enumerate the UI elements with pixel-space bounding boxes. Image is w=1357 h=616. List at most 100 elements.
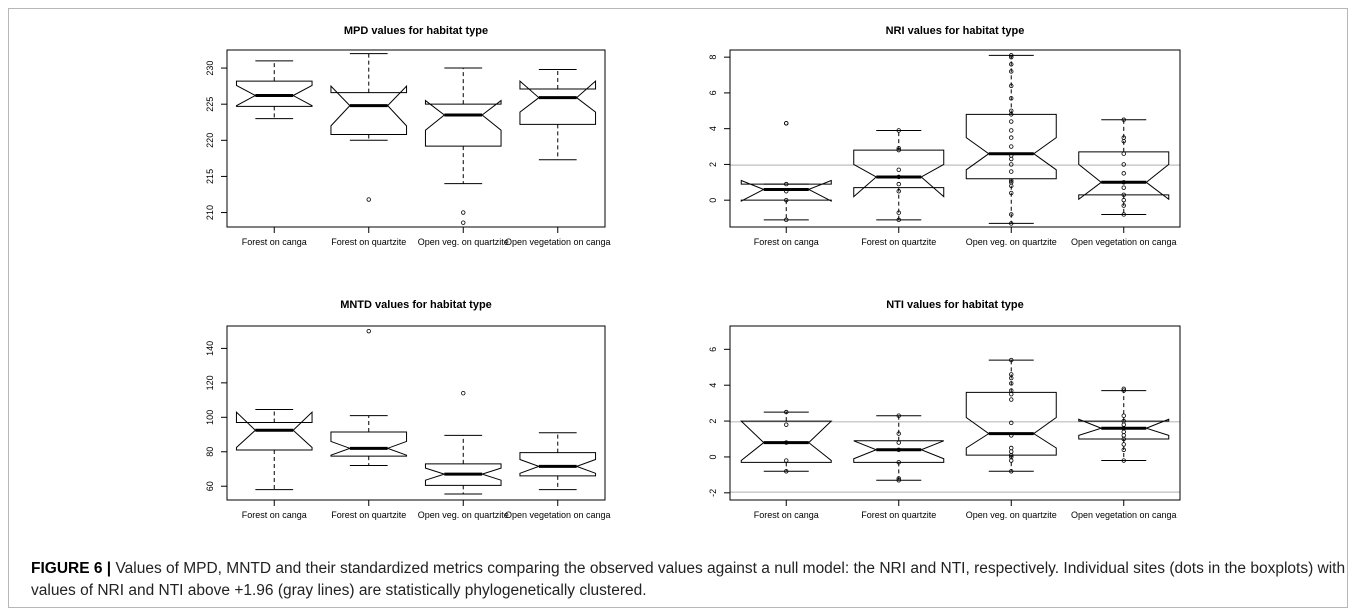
site-point (1121, 197, 1126, 203)
site-point (896, 189, 901, 194)
site-point (1009, 156, 1014, 162)
y-tick-label: 230 (205, 61, 215, 76)
site-point (1009, 180, 1014, 185)
y-tick-label: -2 (708, 489, 718, 497)
site-point (896, 447, 901, 452)
site-point (784, 189, 789, 194)
figure-caption-text: Values of MPD, MNTD and their standardiz… (31, 560, 1346, 599)
site-point (1121, 413, 1126, 418)
site-point (1009, 162, 1014, 167)
site-point (1009, 119, 1014, 124)
site-point (896, 174, 901, 180)
y-tick-label: 60 (205, 481, 215, 491)
site-point (896, 440, 901, 445)
outlier-point (366, 197, 371, 202)
box-body (235, 80, 313, 107)
site-point (1009, 469, 1014, 474)
y-tick-label: 210 (205, 205, 215, 220)
site-point (896, 147, 901, 153)
y-tick-label: 215 (205, 169, 215, 184)
y-tick-label: 2 (708, 419, 718, 424)
site-point (1009, 391, 1014, 397)
site-point (1009, 53, 1014, 58)
site-point (1009, 144, 1014, 149)
site-point (1121, 418, 1126, 424)
site-point (1121, 185, 1126, 190)
panel-title: MPD values for habitat type (344, 25, 488, 37)
site-point (1121, 386, 1126, 391)
site-point (784, 469, 789, 474)
site-point (1121, 442, 1126, 447)
x-tick-label: Open veg. on quartzite (966, 237, 1057, 247)
x-tick-label: Forest on quartzite (861, 510, 936, 520)
x-tick-label: Open veg. on quartzite (966, 510, 1057, 520)
y-tick-label: 6 (708, 347, 718, 352)
x-tick-label: Open vegetation on canga (1071, 510, 1177, 520)
box-body (519, 452, 597, 477)
box-body (740, 420, 833, 463)
site-point (896, 413, 901, 418)
site-point (1009, 135, 1014, 140)
box-body (740, 179, 832, 202)
site-point (784, 422, 789, 427)
site-point (784, 197, 789, 203)
box-body (1078, 151, 1170, 201)
box-body (424, 463, 502, 486)
site-point (1009, 372, 1014, 377)
site-point (1121, 180, 1126, 185)
site-point (1121, 192, 1126, 198)
site-point (784, 440, 789, 445)
site-point (1009, 221, 1014, 226)
panel-title: MNTD values for habitat type (340, 299, 492, 311)
site-point (1121, 203, 1126, 208)
figure-caption: FIGURE 6 | Values of MPD, MNTD and their… (31, 558, 1351, 602)
site-point (1121, 422, 1126, 427)
site-point (1009, 96, 1014, 101)
site-point (1009, 449, 1014, 454)
site-point (1009, 420, 1014, 426)
site-point (1121, 388, 1126, 393)
site-point (1009, 397, 1014, 402)
box-body (330, 84, 408, 136)
site-point (1009, 153, 1014, 158)
site-point (1121, 212, 1126, 217)
box-body (965, 391, 1057, 456)
box-body (853, 440, 945, 463)
outlier-point (366, 328, 371, 334)
site-point (1009, 190, 1014, 196)
site-point (1009, 54, 1014, 60)
outlier-point (461, 210, 466, 215)
x-tick-label: Forest on canga (754, 237, 819, 247)
plot-frame (226, 49, 606, 228)
figure-label: FIGURE 6 | (31, 560, 112, 577)
site-point (1121, 151, 1126, 156)
site-point (896, 210, 901, 215)
site-point (1009, 178, 1014, 183)
site-point (1009, 454, 1014, 460)
site-point (896, 431, 901, 436)
site-point (1121, 447, 1126, 452)
y-tick-label: 225 (205, 97, 215, 112)
site-point (1009, 128, 1014, 133)
outlier-point (461, 390, 466, 396)
plot-frame (729, 325, 1181, 501)
site-point (1121, 433, 1126, 438)
panel-title: NTI values for habitat type (886, 299, 1024, 311)
site-point (1009, 458, 1014, 463)
y-tick-label: 2 (708, 162, 718, 167)
figure-frame: FIGURE 6 | Values of MPD, MNTD and their… (8, 8, 1348, 608)
site-point (784, 181, 789, 187)
site-point (1009, 212, 1014, 217)
site-point (1009, 381, 1014, 386)
box-body (330, 431, 408, 457)
plot-frame (226, 325, 606, 501)
site-point (1009, 445, 1014, 451)
site-point (1121, 458, 1126, 463)
site-point (1121, 162, 1126, 167)
site-point (1009, 388, 1014, 393)
site-point (896, 217, 901, 223)
box-body (519, 79, 597, 125)
y-tick-label: 4 (708, 383, 718, 388)
x-tick-label: Open vegetation on canga (505, 510, 611, 520)
